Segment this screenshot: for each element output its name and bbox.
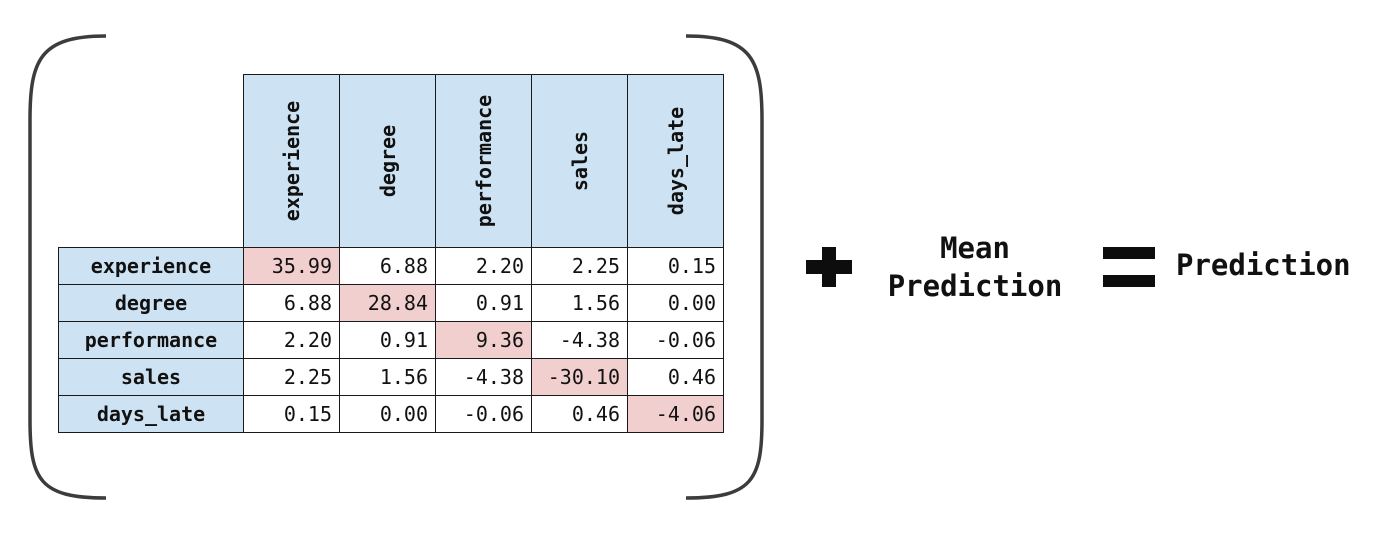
mean-prediction-label: Mean Prediction: [870, 229, 1080, 305]
column-header-row: experience degree performance sales days…: [59, 74, 724, 248]
matrix-cell: 0.91: [435, 284, 532, 322]
matrix-row: performance 2.20 0.91 9.36 -4.38 -0.06: [58, 321, 724, 359]
matrix-cell-diagonal: 9.36: [435, 321, 532, 359]
column-header: performance: [435, 74, 532, 248]
column-header: days_late: [627, 74, 724, 248]
matrix-row: days_late 0.15 0.00 -0.06 0.46 -4.06: [58, 395, 724, 433]
matrix-cell: 0.46: [627, 358, 724, 396]
column-header-label: performance: [471, 94, 496, 228]
column-header-label: days_late: [663, 106, 688, 216]
left-bracket: [28, 34, 107, 500]
column-header: degree: [339, 74, 436, 248]
matrix-cell: 0.15: [627, 247, 724, 285]
matrix-cell-diagonal: -4.06: [627, 395, 724, 433]
right-bracket: [685, 34, 764, 500]
corner-cell: [59, 75, 244, 248]
matrix-cell: 2.25: [243, 358, 340, 396]
matrix-cell: 0.15: [243, 395, 340, 433]
prediction-result-label: Prediction: [1176, 248, 1351, 282]
column-header-label: degree: [375, 124, 400, 198]
row-header: sales: [58, 358, 244, 396]
matrix-row: degree 6.88 28.84 0.91 1.56 0.00: [58, 284, 724, 322]
matrix-row: experience 35.99 6.88 2.20 2.25 0.15: [58, 247, 724, 285]
matrix-cell: 1.56: [531, 284, 628, 322]
matrix-cell: -4.38: [435, 358, 532, 396]
matrix-cell: 0.46: [531, 395, 628, 433]
matrix-cell: 2.25: [531, 247, 628, 285]
matrix-cell: -4.38: [531, 321, 628, 359]
shap-interaction-matrix: experience degree performance sales days…: [58, 74, 724, 433]
row-header: experience: [58, 247, 244, 285]
plus-icon: [806, 247, 852, 287]
column-header-label: experience: [279, 100, 304, 222]
matrix-cell: 6.88: [243, 284, 340, 322]
matrix-cell-diagonal: 35.99: [243, 247, 340, 285]
column-header-label: sales: [567, 130, 592, 192]
matrix-cell: 0.00: [627, 284, 724, 322]
row-header: degree: [58, 284, 244, 322]
row-header: days_late: [58, 395, 244, 433]
mean-label-line2: Prediction: [887, 269, 1063, 303]
column-header: sales: [531, 74, 628, 248]
row-header: performance: [58, 321, 244, 359]
matrix-cell-diagonal: -30.10: [531, 358, 628, 396]
matrix-cell: -0.06: [435, 395, 532, 433]
matrix-cell: 2.20: [435, 247, 532, 285]
matrix-cell: 0.91: [339, 321, 436, 359]
matrix-cell: 0.00: [339, 395, 436, 433]
matrix-cell: 6.88: [339, 247, 436, 285]
equals-icon: [1103, 247, 1155, 287]
matrix-cell: 1.56: [339, 358, 436, 396]
matrix-row: sales 2.25 1.56 -4.38 -30.10 0.46: [58, 358, 724, 396]
matrix-cell: -0.06: [627, 321, 724, 359]
matrix-cell-diagonal: 28.84: [339, 284, 436, 322]
mean-label-line1: Mean: [940, 231, 1010, 265]
matrix-cell: 2.20: [243, 321, 340, 359]
column-header: experience: [243, 74, 340, 248]
